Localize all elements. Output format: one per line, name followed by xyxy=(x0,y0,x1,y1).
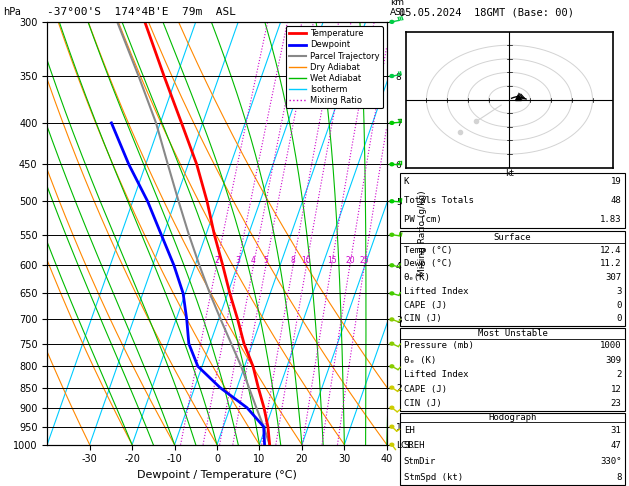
Text: Most Unstable: Most Unstable xyxy=(477,329,548,338)
Text: Surface: Surface xyxy=(494,232,532,242)
Text: PW (cm): PW (cm) xyxy=(404,215,442,224)
Text: 05.05.2024  18GMT (Base: 00): 05.05.2024 18GMT (Base: 00) xyxy=(399,7,574,17)
Text: 0: 0 xyxy=(616,314,621,323)
Text: 8: 8 xyxy=(616,473,621,482)
Text: 12.4: 12.4 xyxy=(600,245,621,255)
Text: Hodograph: Hodograph xyxy=(489,413,537,422)
Text: Totals Totals: Totals Totals xyxy=(404,196,474,205)
Text: 3: 3 xyxy=(616,287,621,296)
X-axis label: Dewpoint / Temperature (°C): Dewpoint / Temperature (°C) xyxy=(137,470,297,480)
Text: hPa: hPa xyxy=(3,7,21,17)
Text: 8: 8 xyxy=(291,256,296,265)
Text: Temp (°C): Temp (°C) xyxy=(404,245,452,255)
Text: 3: 3 xyxy=(235,256,240,265)
Text: 0: 0 xyxy=(616,300,621,310)
Text: StmSpd (kt): StmSpd (kt) xyxy=(404,473,463,482)
Text: Lifted Index: Lifted Index xyxy=(404,287,469,296)
Text: 15: 15 xyxy=(326,256,337,265)
Text: Lifted Index: Lifted Index xyxy=(404,370,469,379)
Y-axis label: Mixing Ratio (g/kg): Mixing Ratio (g/kg) xyxy=(418,191,426,276)
Text: 25: 25 xyxy=(360,256,369,265)
Text: 19: 19 xyxy=(611,177,621,186)
Text: StmDir: StmDir xyxy=(404,457,436,466)
Text: 330°: 330° xyxy=(600,457,621,466)
Text: km
ASL: km ASL xyxy=(390,0,407,17)
Text: 48: 48 xyxy=(611,196,621,205)
Text: Dewp (°C): Dewp (°C) xyxy=(404,260,452,268)
Text: θₑ(K): θₑ(K) xyxy=(404,273,431,282)
Text: 47: 47 xyxy=(611,441,621,451)
Text: 11.2: 11.2 xyxy=(600,260,621,268)
Text: 307: 307 xyxy=(605,273,621,282)
Text: CAPE (J): CAPE (J) xyxy=(404,300,447,310)
Text: -37°00'S  174°4B'E  79m  ASL: -37°00'S 174°4B'E 79m ASL xyxy=(47,7,236,17)
Text: CIN (J): CIN (J) xyxy=(404,314,442,323)
Text: 1.83: 1.83 xyxy=(600,215,621,224)
Text: θₑ (K): θₑ (K) xyxy=(404,356,436,365)
Text: EH: EH xyxy=(404,426,415,435)
Text: K: K xyxy=(404,177,409,186)
Text: CAPE (J): CAPE (J) xyxy=(404,384,447,394)
Legend: Temperature, Dewpoint, Parcel Trajectory, Dry Adiabat, Wet Adiabat, Isotherm, Mi: Temperature, Dewpoint, Parcel Trajectory… xyxy=(286,26,382,108)
Text: 1000: 1000 xyxy=(600,342,621,350)
Text: 4: 4 xyxy=(251,256,256,265)
Text: 31: 31 xyxy=(611,426,621,435)
Text: 309: 309 xyxy=(605,356,621,365)
Text: 10: 10 xyxy=(302,256,311,265)
Text: Pressure (mb): Pressure (mb) xyxy=(404,342,474,350)
Text: SREH: SREH xyxy=(404,441,425,451)
Text: 2: 2 xyxy=(616,370,621,379)
Text: 5: 5 xyxy=(264,256,269,265)
Text: 2: 2 xyxy=(214,256,219,265)
X-axis label: kt: kt xyxy=(505,169,514,178)
Text: 23: 23 xyxy=(611,399,621,408)
Text: 20: 20 xyxy=(345,256,355,265)
Text: CIN (J): CIN (J) xyxy=(404,399,442,408)
Text: 12: 12 xyxy=(611,384,621,394)
